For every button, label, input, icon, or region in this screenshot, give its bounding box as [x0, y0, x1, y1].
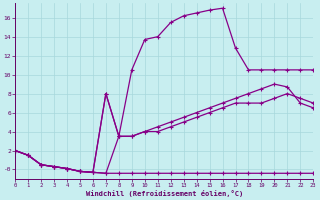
X-axis label: Windchill (Refroidissement éolien,°C): Windchill (Refroidissement éolien,°C) — [85, 190, 243, 197]
